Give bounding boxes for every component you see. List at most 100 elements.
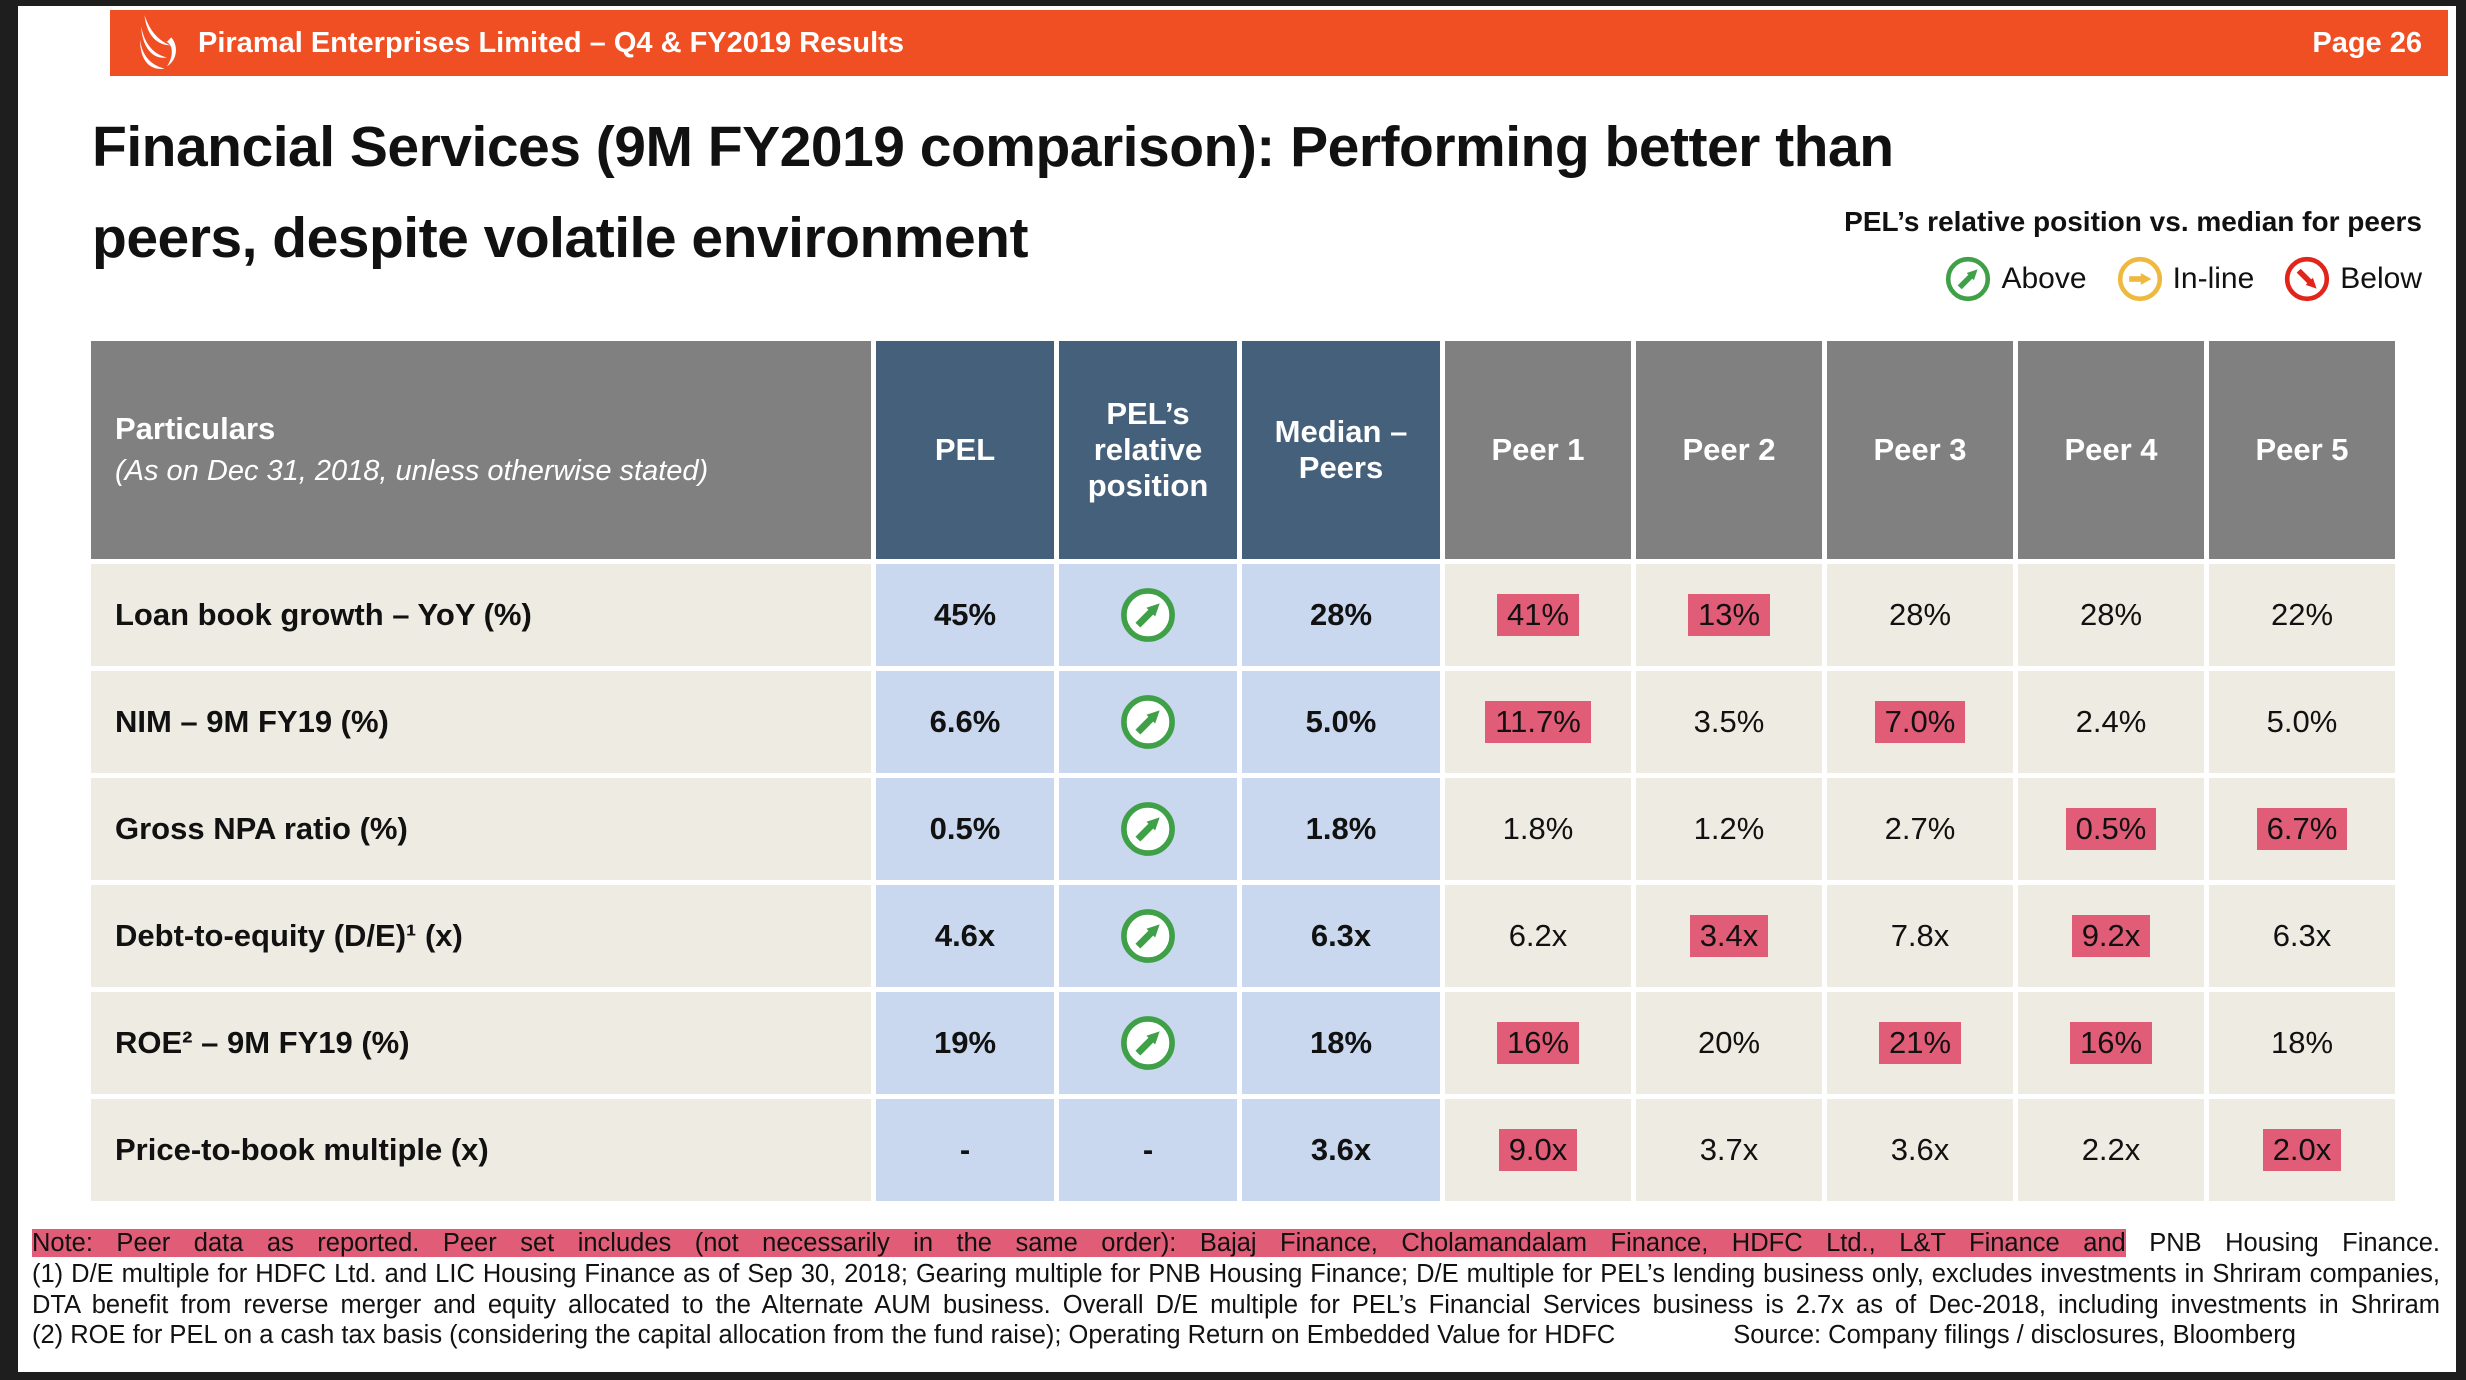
peer-value-cell-4: 16% — [2018, 992, 2204, 1095]
slide: Piramal Enterprises Limited – Q4 & FY201… — [18, 6, 2456, 1372]
col-peer-1: Peer 1 — [1445, 341, 1631, 560]
col-peer-5: Peer 5 — [2209, 341, 2395, 560]
pel-position-cell: - — [1059, 1099, 1237, 1202]
highlighted-value: 9.0x — [1498, 1129, 1578, 1172]
highlighted-value: 0.5% — [2065, 808, 2157, 851]
row-label: ROE² – 9M FY19 (%) — [91, 992, 871, 1095]
legend-label-above: Above — [2001, 262, 2087, 295]
col-peer-3: Peer 3 — [1827, 341, 2013, 560]
row-label: Debt-to-equity (D/E)¹ (x) — [91, 885, 871, 988]
col-pel: PEL — [876, 341, 1054, 560]
note-2: (2) ROE for PEL on a cash tax basis (con… — [32, 1321, 1616, 1350]
deck-title: Piramal Enterprises Limited – Q4 & FY201… — [198, 26, 904, 59]
peer-value-cell-4: 28% — [2018, 564, 2204, 667]
median-value-cell: 18% — [1242, 992, 1440, 1095]
legend: PEL’s relative position vs. median for p… — [1844, 206, 2422, 302]
highlighted-value: 41% — [1496, 594, 1580, 637]
table-row: Price-to-book multiple (x) - -3.6x 9.0x 3.7x… — [91, 1099, 2395, 1202]
particulars-subtitle: (As on Dec 31, 2018, unless otherwise st… — [115, 455, 709, 488]
col-peer-4: Peer 4 — [2018, 341, 2204, 560]
legend-item-above: Above — [1945, 256, 2087, 302]
peer-value-cell-3: 28% — [1827, 564, 2013, 667]
legend-item-inline: In-line — [2117, 256, 2255, 302]
peer-value-cell-5: 6.7% — [2209, 778, 2395, 881]
slide-title: Financial Services (9M FY2019 comparison… — [92, 102, 2396, 284]
note-rest: PNB Housing Finance. — [2125, 1229, 2440, 1258]
legend-title: PEL’s relative position vs. median for p… — [1844, 206, 2422, 237]
slide-title-line1: Financial Services (9M FY2019 comparison… — [92, 115, 1894, 179]
highlighted-value: 6.7% — [2256, 808, 2348, 851]
row-label: Gross NPA ratio (%) — [91, 778, 871, 881]
median-value-cell: 6.3x — [1242, 885, 1440, 988]
peer-value-cell-1: 1.8% — [1445, 778, 1631, 881]
page-number: Page 26 — [2312, 26, 2422, 59]
peer-value-cell-5: 2.0x — [2209, 1099, 2395, 1202]
comparison-table: Particulars (As on Dec 31, 2018, unless … — [86, 336, 2400, 1206]
legend-items: Above In-line Below — [1844, 256, 2422, 302]
legend-label-below: Below — [2340, 262, 2422, 295]
note-peer-set: Note: Peer data as reported. Peer set in… — [32, 1228, 2440, 1259]
peer-value-cell-2: 13% — [1636, 564, 1822, 667]
row-label: Loan book growth – YoY (%) — [91, 564, 871, 667]
peer-value-cell-4: 2.2x — [2018, 1099, 2204, 1202]
peer-value-cell-1: 16% — [1445, 992, 1631, 1095]
peer-value-cell-4: 0.5% — [2018, 778, 2204, 881]
peer-value-cell-3: 7.0% — [1827, 671, 2013, 774]
pel-value-cell: 0.5% — [876, 778, 1054, 881]
peer-value-cell-2: 1.2% — [1636, 778, 1822, 881]
median-value-cell: 1.8% — [1242, 778, 1440, 881]
peer-value-cell-2: 20% — [1636, 992, 1822, 1095]
table-row: Gross NPA ratio (%) 0.5% 1.8% 1.8% 1.2% 2.7% 0… — [91, 778, 2395, 881]
note-1: (1) D/E multiple for HDFC Ltd. and LIC H… — [32, 1259, 2440, 1319]
pel-value-cell: 45% — [876, 564, 1054, 667]
above-icon — [1121, 802, 1175, 857]
below-icon — [2285, 256, 2330, 302]
peer-value-cell-1: 9.0x — [1445, 1099, 1631, 1202]
highlighted-value: 11.7% — [1485, 701, 1591, 744]
table-row: Loan book growth – YoY (%) 45% 28% 41% 13% 28… — [91, 564, 2395, 667]
pel-value-cell: 19% — [876, 992, 1054, 1095]
peer-value-cell-4: 9.2x — [2018, 885, 2204, 988]
above-icon — [1946, 256, 1991, 302]
source-text: Source: Company filings / disclosures, B… — [1733, 1321, 2296, 1350]
peer-value-cell-2: 3.4x — [1636, 885, 1822, 988]
peer-value-cell-2: 3.7x — [1636, 1099, 1822, 1202]
pel-value-cell: 4.6x — [876, 885, 1054, 988]
peer-value-cell-3: 7.8x — [1827, 885, 2013, 988]
row-label: Price-to-book multiple (x) — [91, 1099, 871, 1202]
col-particulars: Particulars (As on Dec 31, 2018, unless … — [91, 341, 871, 560]
footnotes: Note: Peer data as reported. Peer set in… — [32, 1228, 2440, 1350]
slide-title-line2: peers, despite volatile environment — [92, 206, 1028, 271]
note-highlight: Note: Peer data as reported. Peer set in… — [32, 1229, 2126, 1258]
particulars-title: Particulars — [115, 411, 276, 447]
peer-value-cell-5: 6.3x — [2209, 885, 2395, 988]
above-icon — [1121, 588, 1175, 643]
header-bar: Piramal Enterprises Limited – Q4 & FY201… — [110, 10, 2448, 76]
peer-value-cell-4: 2.4% — [2018, 671, 2204, 774]
table-body: Loan book growth – YoY (%) 45% 28% 41% 13% 28… — [91, 564, 2395, 1202]
pel-position-cell — [1059, 564, 1237, 667]
highlighted-value: 2.0x — [2262, 1129, 2342, 1172]
table-row: Debt-to-equity (D/E)¹ (x) 4.6x 6.3x 6.2x 3.4… — [91, 885, 2395, 988]
col-median-peers: Median – Peers — [1242, 341, 1440, 560]
pel-value-cell: - — [876, 1099, 1054, 1202]
col-pel-position: PEL’s relative position — [1059, 341, 1237, 560]
median-value-cell: 28% — [1242, 564, 1440, 667]
pel-value-cell: 6.6% — [876, 671, 1054, 774]
note-2-line: (2) ROE for PEL on a cash tax basis (con… — [32, 1320, 2440, 1351]
peer-value-cell-1: 11.7% — [1445, 671, 1631, 774]
col-peer-2: Peer 2 — [1636, 341, 1822, 560]
inline-icon — [2117, 256, 2162, 302]
legend-item-below: Below — [2284, 256, 2422, 302]
above-icon — [1121, 695, 1175, 750]
peer-value-cell-3: 2.7% — [1827, 778, 2013, 881]
highlighted-value: 7.0% — [1874, 701, 1966, 744]
highlighted-value: 21% — [1878, 1022, 1962, 1065]
legend-label-inline: In-line — [2172, 262, 2255, 295]
highlighted-value: 13% — [1687, 594, 1771, 637]
table-header-row: Particulars (As on Dec 31, 2018, unless … — [91, 341, 2395, 560]
highlighted-value: 16% — [2069, 1022, 2153, 1065]
above-icon — [1121, 909, 1175, 964]
above-icon — [1121, 1016, 1175, 1071]
peer-value-cell-5: 22% — [2209, 564, 2395, 667]
